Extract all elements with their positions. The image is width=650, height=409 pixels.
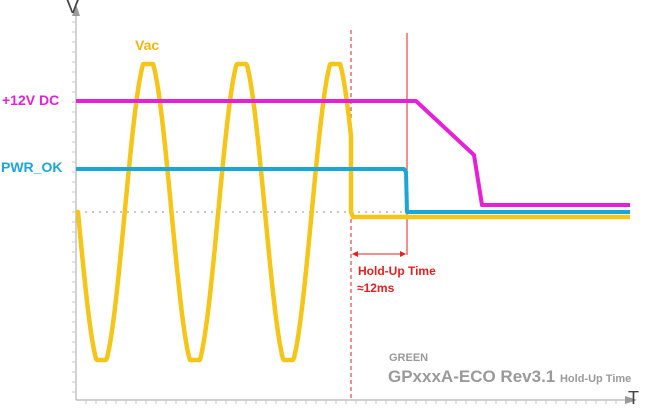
x-axis-ticks — [85, 400, 617, 404]
y-axis-ticks — [72, 21, 76, 393]
model-subtitle: Hold-Up Time — [559, 373, 632, 385]
hold-up-arrow-left — [352, 251, 358, 257]
hold-up-time-value: ≈12ms — [357, 281, 395, 295]
hold-up-time-title: Hold-Up Time — [358, 264, 436, 278]
brand-label: GREEN — [389, 352, 429, 364]
vac-waveform — [75, 61, 356, 363]
pwr-ok-label: PWR_OK — [1, 159, 63, 175]
x-axis-arrow — [625, 396, 637, 404]
model-caption: GPxxxA-ECO Rev3.1 Hold-Up Time — [388, 367, 631, 387]
dc12-waveform — [76, 99, 630, 207]
hold-up-arrow-right — [400, 251, 406, 257]
x-axis-label: T — [628, 388, 639, 408]
vac-label: Vac — [135, 37, 160, 53]
pwr-ok-waveform — [76, 167, 630, 214]
y-axis-arrow — [72, 4, 80, 16]
model-name: GPxxxA-ECO Rev3.1 — [388, 367, 556, 386]
y-axis-label: V — [66, 0, 80, 18]
dc12-label: +12V DC — [2, 92, 60, 108]
